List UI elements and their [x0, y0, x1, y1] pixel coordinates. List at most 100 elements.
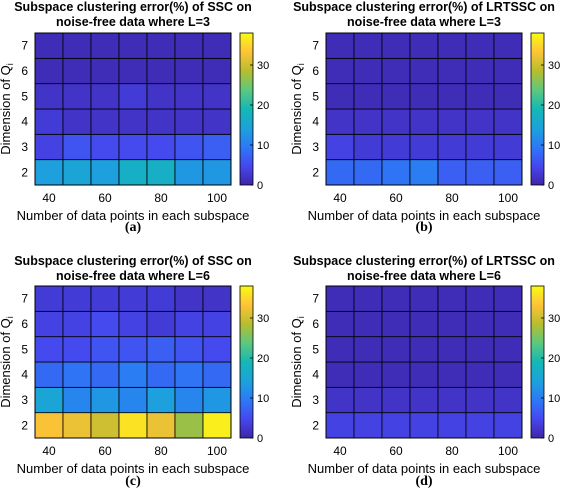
heatmap-cell	[381, 412, 411, 439]
heatmap-cell	[493, 159, 523, 186]
colorbar-tick-label: 30	[548, 313, 560, 325]
heatmap-cell	[34, 57, 64, 85]
heatmap-cell	[381, 108, 411, 135]
heatmap-cell	[34, 159, 64, 186]
colorbar-tick-label: 30	[257, 313, 269, 325]
heatmap-cell	[437, 412, 467, 439]
heatmap-cell	[409, 83, 439, 110]
colorbar-tick-label: 20	[548, 100, 560, 112]
x-axis-label: Number of data points in each subspace	[308, 208, 541, 223]
plot-frame	[34, 285, 232, 439]
heatmap-cell	[174, 361, 204, 388]
heatmap-cell	[409, 108, 439, 135]
y-tick-label: 4	[21, 115, 28, 129]
y-tick-label: 6	[312, 64, 319, 78]
y-axis-label-subscript: i	[296, 316, 306, 318]
heatmap-cell	[62, 386, 92, 414]
heatmap-cell	[437, 32, 467, 59]
colorbar-tick-label: 10	[257, 140, 269, 152]
colorbar-tick-label: 10	[548, 140, 560, 152]
heatmap-cell	[465, 108, 495, 135]
heatmap-cell	[493, 133, 523, 161]
colorbar-tick-label: 20	[257, 100, 269, 112]
heatmap-cell	[353, 285, 383, 312]
heatmap-cell	[62, 133, 92, 161]
heatmap-cell	[146, 285, 176, 312]
heatmap-cell	[353, 361, 383, 388]
y-axis-label-text: Dimension of Q	[289, 65, 304, 155]
heatmap-cell	[493, 386, 523, 414]
heatmap-cell	[90, 336, 120, 363]
heatmap-cell	[465, 133, 495, 161]
heatmap-cell	[34, 386, 64, 414]
heatmap-cell	[90, 159, 120, 186]
heatmap-cell	[325, 412, 355, 439]
heatmap-cell	[381, 32, 411, 59]
heatmap-cell	[202, 361, 232, 388]
heatmap-cell	[493, 361, 523, 388]
colorbar-tick-label: 20	[257, 353, 269, 365]
heatmap-cell	[174, 310, 204, 338]
x-tick-label: 80	[154, 444, 168, 458]
heatmap-cell	[465, 412, 495, 439]
heatmap-cell	[202, 57, 232, 85]
plot-frame	[34, 32, 232, 186]
plot-frame	[325, 32, 523, 186]
x-tick-label: 40	[333, 191, 347, 205]
heatmap-cell	[493, 57, 523, 85]
heatmap-cell	[90, 386, 120, 414]
heatmap-cell	[409, 412, 439, 439]
heatmap-cell	[146, 336, 176, 363]
heatmap-cell	[325, 133, 355, 161]
heatmap-cell	[353, 310, 383, 338]
y-axis-label: Dimension of Qi	[289, 63, 306, 155]
heatmap-cell	[381, 336, 411, 363]
heatmap-cell	[409, 336, 439, 363]
heatmap-cell	[146, 133, 176, 161]
heatmap-cell	[174, 83, 204, 110]
y-tick-label: 3	[312, 140, 319, 154]
heatmap-cell	[437, 83, 467, 110]
heatmap-cell	[353, 133, 383, 161]
heatmap-cell	[325, 386, 355, 414]
heatmap-cell	[353, 108, 383, 135]
chart-title-line: Subspace clustering error(%) of SSC on	[14, 254, 252, 268]
heatmap-cell	[325, 32, 355, 59]
heatmap-cell	[90, 57, 120, 85]
heatmap-cell	[325, 285, 355, 312]
heatmap-cell	[118, 57, 148, 85]
heatmap-cell	[325, 159, 355, 186]
heatmap-cell	[34, 361, 64, 388]
colorbar	[239, 32, 254, 186]
plot-frame	[325, 285, 523, 439]
colorbar-tick-label: 20	[548, 353, 560, 365]
colorbar-tick-label: 10	[257, 393, 269, 405]
heatmap-cell	[202, 83, 232, 110]
y-tick-label: 6	[21, 317, 28, 331]
heatmap-panel-1: Subspace clustering error(%) of SSC onno…	[0, 0, 269, 235]
x-tick-label: 80	[445, 444, 459, 458]
heatmap-cell	[409, 310, 439, 338]
chart-title-line: noise-free data where L=3	[347, 15, 501, 29]
heatmap-cell	[62, 57, 92, 85]
x-tick-label: 100	[498, 444, 518, 458]
chart-title-line: Subspace clustering error(%) of LRTSSC o…	[293, 0, 555, 14]
x-axis-label: Number of data points in each subspace	[17, 208, 250, 223]
heatmap-cell	[409, 361, 439, 388]
colorbar-tick-label: 0	[257, 433, 263, 445]
y-axis-label: Dimension of Qi	[0, 63, 15, 155]
y-tick-label: 4	[312, 368, 319, 382]
heatmap-cell	[202, 336, 232, 363]
heatmap-cell	[465, 361, 495, 388]
y-axis-label-subscript: i	[5, 316, 15, 318]
x-tick-label: 80	[154, 191, 168, 205]
heatmap-cell	[465, 310, 495, 338]
heatmap-cell	[465, 336, 495, 363]
heatmap-cell	[202, 386, 232, 414]
y-tick-label: 7	[312, 292, 319, 306]
heatmap-cell	[174, 133, 204, 161]
y-tick-label: 5	[21, 342, 28, 356]
heatmap-cell	[118, 108, 148, 135]
heatmap-cell	[146, 386, 176, 414]
